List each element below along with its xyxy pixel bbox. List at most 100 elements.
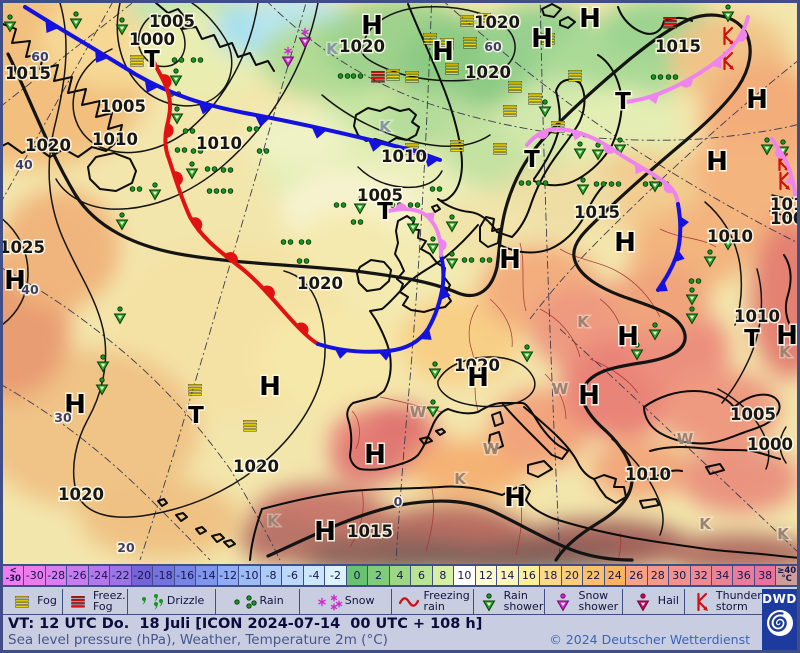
- svg-text:H: H: [361, 11, 383, 41]
- rain-shower-icon: [148, 182, 162, 201]
- svg-text:1020: 1020: [297, 274, 343, 293]
- legend-label: Freezing rain: [423, 589, 470, 613]
- temp-scale-cell: 8: [432, 566, 455, 585]
- svg-text:W: W: [552, 380, 569, 398]
- rain-icon: [129, 186, 143, 192]
- svg-text:1000: 1000: [129, 30, 175, 49]
- svg-text:1010: 1010: [381, 147, 427, 166]
- legend-label: Drizzle: [166, 594, 205, 608]
- svg-text:H: H: [504, 483, 526, 513]
- freezing-fog-icon: [663, 17, 677, 29]
- svg-text:1025: 1025: [3, 238, 45, 257]
- temp-scale-cell: -28: [45, 566, 68, 585]
- legend-label: Fog: [37, 594, 57, 608]
- rain-icon: [461, 257, 475, 263]
- svg-text:1010: 1010: [707, 227, 753, 246]
- svg-text:H: H: [617, 322, 639, 352]
- svg-text:H: H: [467, 363, 489, 393]
- svg-text:K: K: [777, 525, 790, 543]
- temperature-scale: < -30 -30 -28 -26 -24 -22 -20 -18 -16 -14 -12 -10 -8…: [3, 564, 797, 587]
- rain-shower-icon: [428, 361, 442, 380]
- temp-scale-cell: -24: [88, 566, 111, 585]
- fog-icon: [423, 33, 437, 45]
- legend-item-rain: Rain: [216, 589, 300, 614]
- svg-text:20: 20: [117, 540, 135, 555]
- svg-text:1015: 1015: [574, 203, 620, 222]
- rain-shower-icon: [685, 306, 699, 325]
- dwd-logo: DWD: [762, 589, 797, 650]
- occluded-front-pips: [536, 129, 675, 194]
- temp-scale-cell: -14: [196, 566, 218, 585]
- thunderstorm-icon: [723, 26, 734, 46]
- weather-symbols: [3, 4, 790, 432]
- legend-item-snow: Snow: [300, 589, 392, 614]
- fog-icon: [243, 420, 257, 432]
- cold-front-pips: [45, 19, 440, 168]
- rain-icon: [650, 74, 664, 80]
- svg-text:1010: 1010: [625, 465, 671, 484]
- temp-scale-cell: 4: [389, 566, 412, 585]
- fog-icon: [503, 104, 517, 117]
- rain-icon: [190, 57, 204, 63]
- thunderstorm-icon: [779, 171, 790, 191]
- rain-icon: [220, 188, 234, 194]
- coastlines: [3, 3, 797, 561]
- rain-shower-icon: [185, 161, 199, 180]
- occluded-front-pips: [647, 29, 748, 105]
- temp-scale-cell: ≥40 °C: [776, 566, 797, 585]
- rain-shower-icon: [115, 212, 129, 231]
- svg-text:1010: 1010: [196, 134, 242, 153]
- temp-scale-cell: -4: [303, 566, 326, 585]
- freezing-fog-icon: [371, 70, 385, 83]
- rain-shower-icon: [520, 344, 534, 363]
- svg-text:H: H: [706, 147, 728, 177]
- map-subtitle: Sea level pressure (hPa), Weather, Tempe…: [8, 632, 388, 648]
- svg-text:1005: 1005: [149, 12, 195, 31]
- rain-icon: [407, 202, 421, 208]
- occluded-front-pips: [775, 147, 795, 187]
- svg-text:H: H: [499, 245, 521, 275]
- dwd-logo-text: DWD: [762, 592, 797, 606]
- rain-icon: [206, 188, 220, 194]
- dwd-spiral-icon: [766, 610, 793, 636]
- legend-label: Thunder storm: [715, 589, 762, 613]
- temp-scale-cell: 34: [711, 566, 734, 585]
- snow-shower-icon: [298, 27, 312, 49]
- fog-icon: [405, 70, 419, 83]
- map-footer: VT: 12 UTC Do. 18 Juli [ICON 2024-07-14 …: [3, 614, 797, 650]
- svg-text:H: H: [614, 228, 636, 258]
- rain-icon: [246, 126, 260, 132]
- legend-item-hail: Hail: [623, 589, 686, 614]
- rain-shower-icon: [170, 106, 184, 125]
- rain-shower-icon: [721, 232, 735, 251]
- rain-shower-icon: [760, 137, 774, 156]
- rain-shower-icon: [538, 99, 552, 118]
- svg-text:1020: 1020: [454, 356, 500, 375]
- temp-scale-cell: -8: [260, 566, 283, 585]
- rain-icon: [296, 258, 310, 264]
- temp-scale-cell: 26: [626, 566, 648, 585]
- temp-scale-cell: 2: [368, 566, 390, 585]
- rain-shower-icon: [685, 287, 699, 306]
- freezing-fog-icon: [71, 595, 85, 607]
- temp-scale-cell: -18: [153, 566, 175, 585]
- rain-icon: [280, 239, 294, 245]
- fog-icon: [493, 142, 507, 155]
- rain-icon: [688, 278, 702, 284]
- rain-icon: [535, 180, 549, 186]
- svg-text:H: H: [259, 372, 281, 402]
- temp-scale-cell: 12: [475, 566, 498, 585]
- svg-text:K: K: [379, 118, 392, 136]
- svg-text:T: T: [615, 89, 631, 115]
- occluded-front-pips: [395, 203, 447, 251]
- svg-text:1010: 1010: [92, 130, 138, 149]
- svg-text:1020: 1020: [339, 37, 385, 56]
- svg-text:K: K: [267, 512, 280, 530]
- temp-scale-cell: 38: [754, 566, 777, 585]
- rain-icon: [608, 181, 622, 187]
- rain-icon: [350, 73, 364, 79]
- fog-icon: [508, 80, 522, 93]
- rain-icon: [182, 128, 196, 134]
- snow-icon: [317, 594, 343, 610]
